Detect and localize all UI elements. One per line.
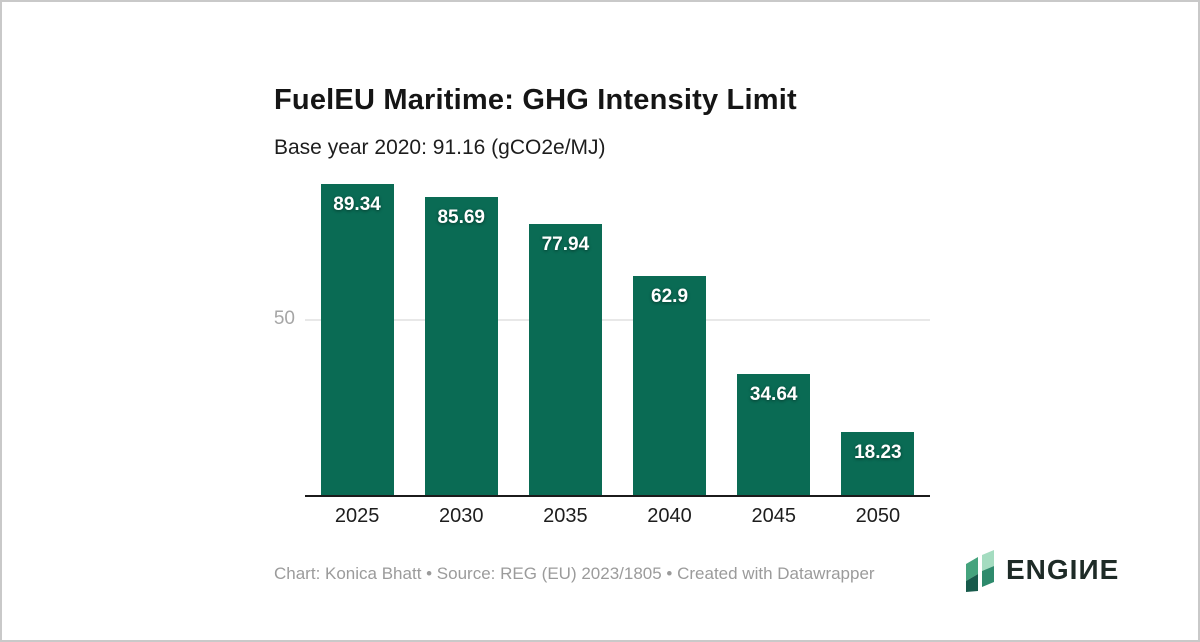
x-label-2030: 2030	[438, 505, 484, 527]
value-label-2035: 77.94	[541, 233, 590, 255]
x-axis-labels: 2025 2030 2035 2040 2045 2050	[305, 505, 930, 528]
footer-attribution: Chart: Konica Bhatt • Source: REG (EU) 2…	[274, 564, 875, 583]
chart-title: FuelEU Maritime: GHG Intensity Limit	[274, 84, 797, 116]
x-label-2035: 2035	[543, 505, 588, 527]
bars-group: 89.34 85.69 77.94 62.9 34.64 18.23	[305, 182, 930, 495]
value-label-2050: 18.23	[854, 441, 902, 463]
value-label-2040: 62.9	[651, 286, 689, 308]
x-label-2050: 2050	[855, 505, 901, 527]
bar-2050: 18.23	[841, 431, 915, 495]
bar-2030: 85.69	[424, 196, 498, 495]
y-tick-label: 50	[273, 308, 295, 329]
x-label-2025: 2025	[334, 505, 380, 527]
bar-2045: 34.64	[737, 374, 811, 495]
value-label-2045: 34.64	[749, 384, 798, 406]
gridline-50: 50	[274, 308, 930, 329]
engine-logo: ENGIИE	[962, 547, 1119, 593]
bar-2040: 62.9	[633, 276, 707, 495]
chart-subtitle: Base year 2020: 91.16 (gCO2e/MJ)	[274, 136, 606, 159]
value-label-2030: 85.69	[437, 206, 485, 228]
bar-2025: 89.34	[320, 184, 394, 495]
x-label-2045: 2045	[751, 505, 796, 527]
value-label-2025: 89.34	[333, 194, 381, 216]
engine-leaf-icon	[966, 550, 994, 592]
bar-2035: 77.94	[528, 223, 602, 495]
engine-logo-text: ENGIИE	[1006, 554, 1120, 585]
x-label-2040: 2040	[647, 505, 692, 527]
plot-area: 50 89.34 85.69 77.94 62.9 34.64 18.23	[274, 182, 930, 497]
